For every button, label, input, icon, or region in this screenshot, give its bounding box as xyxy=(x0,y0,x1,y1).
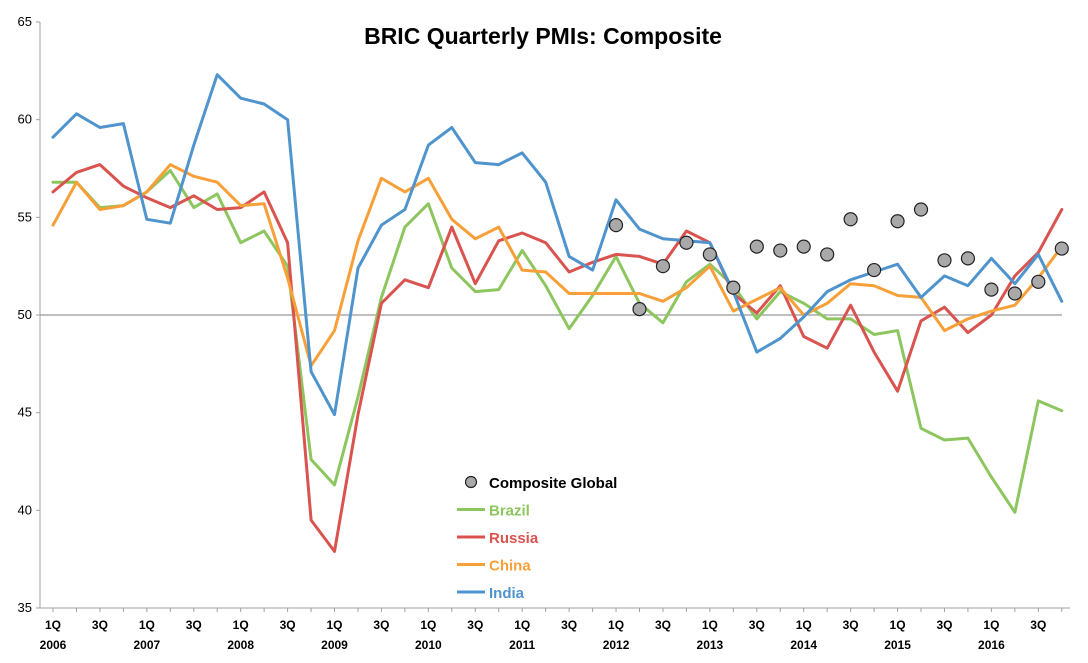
x-tick-label-year: 2012 xyxy=(603,638,630,652)
series-line-brazil xyxy=(51,169,1064,514)
x-tick-label-year: 2015 xyxy=(884,638,911,652)
x-tick-label-quarter: 3Q xyxy=(936,618,952,632)
composite-global-point xyxy=(984,282,999,297)
composite-global-point xyxy=(937,253,952,268)
y-tick-label: 40 xyxy=(18,502,32,517)
series-line-india xyxy=(51,73,1064,417)
composite-global-point xyxy=(796,239,811,254)
composite-global-point xyxy=(749,239,764,254)
scatter-layer xyxy=(608,202,1069,317)
composite-global-point xyxy=(655,259,671,274)
x-tick-label-quarter: 1Q xyxy=(608,618,624,632)
composite-global-point xyxy=(913,202,929,217)
x-tick-label-quarter: 1Q xyxy=(796,618,812,632)
x-tick-label-year: 2013 xyxy=(697,638,724,652)
y-tick-label: 65 xyxy=(18,14,32,29)
x-tick-label-year: 2010 xyxy=(415,638,442,652)
composite-global-point xyxy=(702,247,717,262)
composite-global-point xyxy=(1031,274,1046,289)
series-line-china xyxy=(51,163,1064,368)
x-tick-label-quarter: 1Q xyxy=(702,618,718,632)
composite-global-point xyxy=(820,247,835,262)
x-tick-label-quarter: 3Q xyxy=(655,618,671,632)
legend-label-composite-global: Composite Global xyxy=(489,475,617,492)
composite-global-point xyxy=(960,251,976,266)
x-tick-label-quarter: 1Q xyxy=(890,618,906,632)
x-tick-label-quarter: 3Q xyxy=(186,618,202,632)
x-tick-label-year: 2016 xyxy=(978,638,1005,652)
x-tick-label-year: 2008 xyxy=(227,638,254,652)
chart-title: BRIC Quarterly PMIs: Composite xyxy=(364,23,722,49)
composite-global-point xyxy=(632,302,647,317)
x-tick-label-quarter: 3Q xyxy=(843,618,859,632)
legend-marker-composite-global xyxy=(464,475,478,489)
x-tick-label-year: 2007 xyxy=(133,638,160,652)
composite-global-point xyxy=(773,243,788,258)
composite-global-point xyxy=(608,218,624,233)
x-tick-label-quarter: 1Q xyxy=(420,618,436,632)
x-tick-label-quarter: 3Q xyxy=(280,618,296,632)
x-tick-label-year: 2006 xyxy=(40,638,67,652)
x-tick-label-quarter: 1Q xyxy=(45,618,61,632)
composite-global-point xyxy=(726,280,741,295)
composite-global-point xyxy=(1007,286,1022,301)
series-layer xyxy=(51,73,1064,553)
x-tick-label-quarter: 3Q xyxy=(749,618,765,632)
legend-label-china: China xyxy=(489,558,531,575)
x-tick-label-quarter: 1Q xyxy=(139,618,155,632)
composite-global-point xyxy=(843,212,858,227)
y-tick-label: 50 xyxy=(18,307,32,322)
x-tick-label-quarter: 3Q xyxy=(561,618,577,632)
legend-label-brazil: Brazil xyxy=(489,503,530,520)
y-tick-label: 55 xyxy=(18,209,32,224)
legend: Composite Global Brazil Russia China India xyxy=(457,475,617,602)
y-tick-label: 45 xyxy=(18,405,32,420)
x-tick-label-year: 2009 xyxy=(321,638,348,652)
legend-label-india: India xyxy=(489,585,525,602)
x-tick-label-year: 2011 xyxy=(509,638,535,652)
y-tick-label: 60 xyxy=(18,112,32,127)
x-tick-label-quarter: 3Q xyxy=(92,618,108,632)
x-tick-label-year: 2014 xyxy=(790,638,817,652)
composite-global-point xyxy=(1054,241,1069,256)
composite-global-point xyxy=(866,262,882,278)
x-tick-label-quarter: 1Q xyxy=(233,618,249,632)
x-tick-label-quarter: 3Q xyxy=(467,618,483,632)
y-tick-label: 35 xyxy=(18,600,32,615)
x-tick-label-quarter: 3Q xyxy=(373,618,389,632)
composite-global-point xyxy=(890,214,905,229)
x-tick-label-quarter: 1Q xyxy=(514,618,530,632)
x-tick-label-quarter: 3Q xyxy=(1030,618,1046,632)
x-tick-label-quarter: 1Q xyxy=(327,618,343,632)
x-tick-label-quarter: 1Q xyxy=(983,618,999,632)
composite-global-point xyxy=(679,235,694,250)
legend-label-russia: Russia xyxy=(489,530,539,547)
series-line-russia xyxy=(51,163,1064,553)
axes-layer: 35 40 45 50 55 60 65 1Q 2006 3Q 1Q 2007 3Q 1Q 2008 3Q 1Q… xyxy=(18,14,1070,652)
